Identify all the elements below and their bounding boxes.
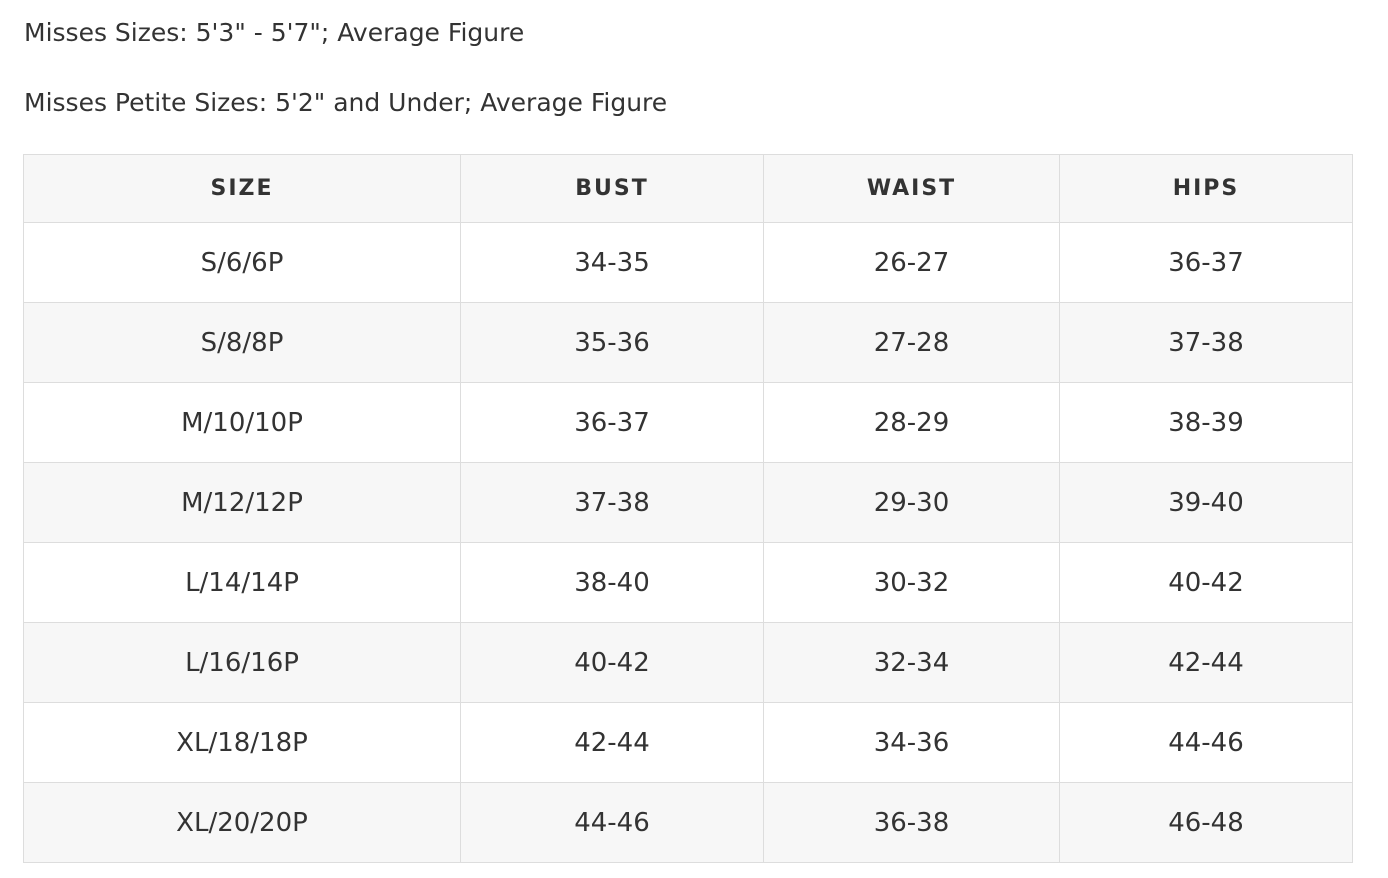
cell: XL/20/20P [23,782,461,863]
cell: 40-42 [460,622,764,703]
cell: 36-37 [1059,222,1353,303]
cell: 36-37 [460,382,764,463]
cell: 29-30 [763,462,1060,543]
cell: 39-40 [1059,462,1353,543]
note: Misses Petite Sizes: 5'2" and Under; Ave… [24,88,668,117]
cell: 42-44 [1059,622,1353,703]
cell: M/10/10P [23,382,461,463]
row: M/10/10P 36-37 28-29 38-39 [23,382,1353,463]
row: L/14/14P 38-40 30-32 40-42 [23,542,1353,623]
cell: 44-46 [460,782,764,863]
cell: S/6/6P [23,222,461,303]
cell: S/8/8P [23,302,461,383]
cell: 28-29 [763,382,1060,463]
cell: 30-32 [763,542,1060,623]
cell: 34-36 [763,702,1060,783]
header-cell: SIZE [23,154,461,223]
cell: 34-35 [460,222,764,303]
row: L/16/16P 40-42 32-34 42-44 [23,622,1353,703]
cell: L/14/14P [23,542,461,623]
cell: 42-44 [460,702,764,783]
row: S/8/8P 35-36 27-28 37-38 [23,302,1353,383]
header-row: SIZE BUST WAIST HIPS [23,154,1353,223]
row: M/12/12P 37-38 29-30 39-40 [23,462,1353,543]
cell: 36-38 [763,782,1060,863]
cell: 46-48 [1059,782,1353,863]
cell: 40-42 [1059,542,1353,623]
row: XL/20/20P 44-46 36-38 46-48 [23,782,1353,863]
cell: 35-36 [460,302,764,383]
cell: 44-46 [1059,702,1353,783]
cell: 38-39 [1059,382,1353,463]
header-cell: BUST [460,154,764,223]
size-table: SIZE BUST WAIST HIPS S/6/6P 34-35 26-27 36-37 S/… [23,154,1353,863]
cell: 27-28 [763,302,1060,383]
cell: XL/18/18P [23,702,461,783]
note: Misses Sizes: 5'3" - 5'7"; Average Figur… [24,18,525,47]
row: XL/18/18P 42-44 34-36 44-46 [23,702,1353,783]
cell: 37-38 [460,462,764,543]
header-cell: WAIST [763,154,1060,223]
cell: M/12/12P [23,462,461,543]
cell: 37-38 [1059,302,1353,383]
cell: 38-40 [460,542,764,623]
cell: 32-34 [763,622,1060,703]
header-cell: HIPS [1059,154,1353,223]
row: S/6/6P 34-35 26-27 36-37 [23,222,1353,303]
cell: 26-27 [763,222,1060,303]
cell: L/16/16P [23,622,461,703]
